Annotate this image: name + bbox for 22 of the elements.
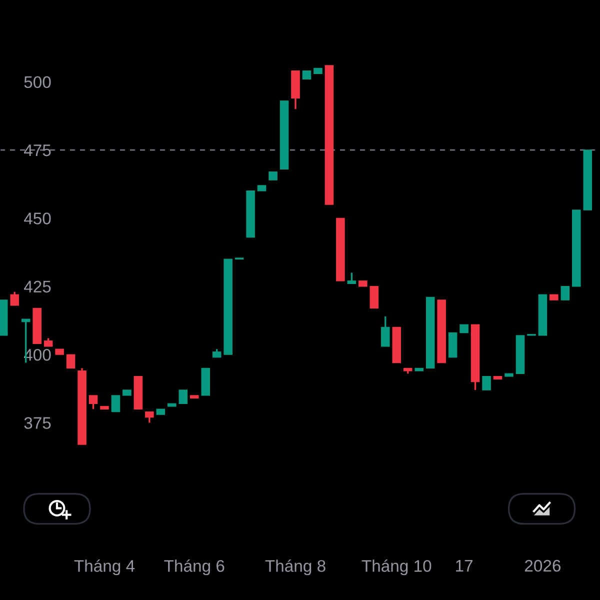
y-tick-label: 375 [24,417,51,429]
x-tick-label: Tháng 6 [164,559,224,576]
x-tick-label: Tháng 10 [362,559,432,576]
x-tick-label: 17 [456,560,472,572]
candlestick [145,410,154,424]
candlestick [381,316,390,348]
candlestick [111,395,120,412]
candlestick [178,390,188,404]
candlestick [66,354,76,370]
x-tick-label: Tháng 8 [265,559,326,576]
y-tick-label: 475 [24,144,51,156]
candlestick [10,290,19,306]
candlestick [482,376,491,390]
y-tick-label: 450 [24,212,51,224]
candlestick [560,286,570,300]
y-tick-label: 425 [24,280,51,293]
candlestick [347,272,356,284]
y-tick-label: 500 [24,76,51,88]
x-tick-label: 2026 [525,560,561,572]
candlestick [88,394,98,410]
candlestick [370,286,379,309]
x-tick-label: Tháng 4 [74,559,135,576]
